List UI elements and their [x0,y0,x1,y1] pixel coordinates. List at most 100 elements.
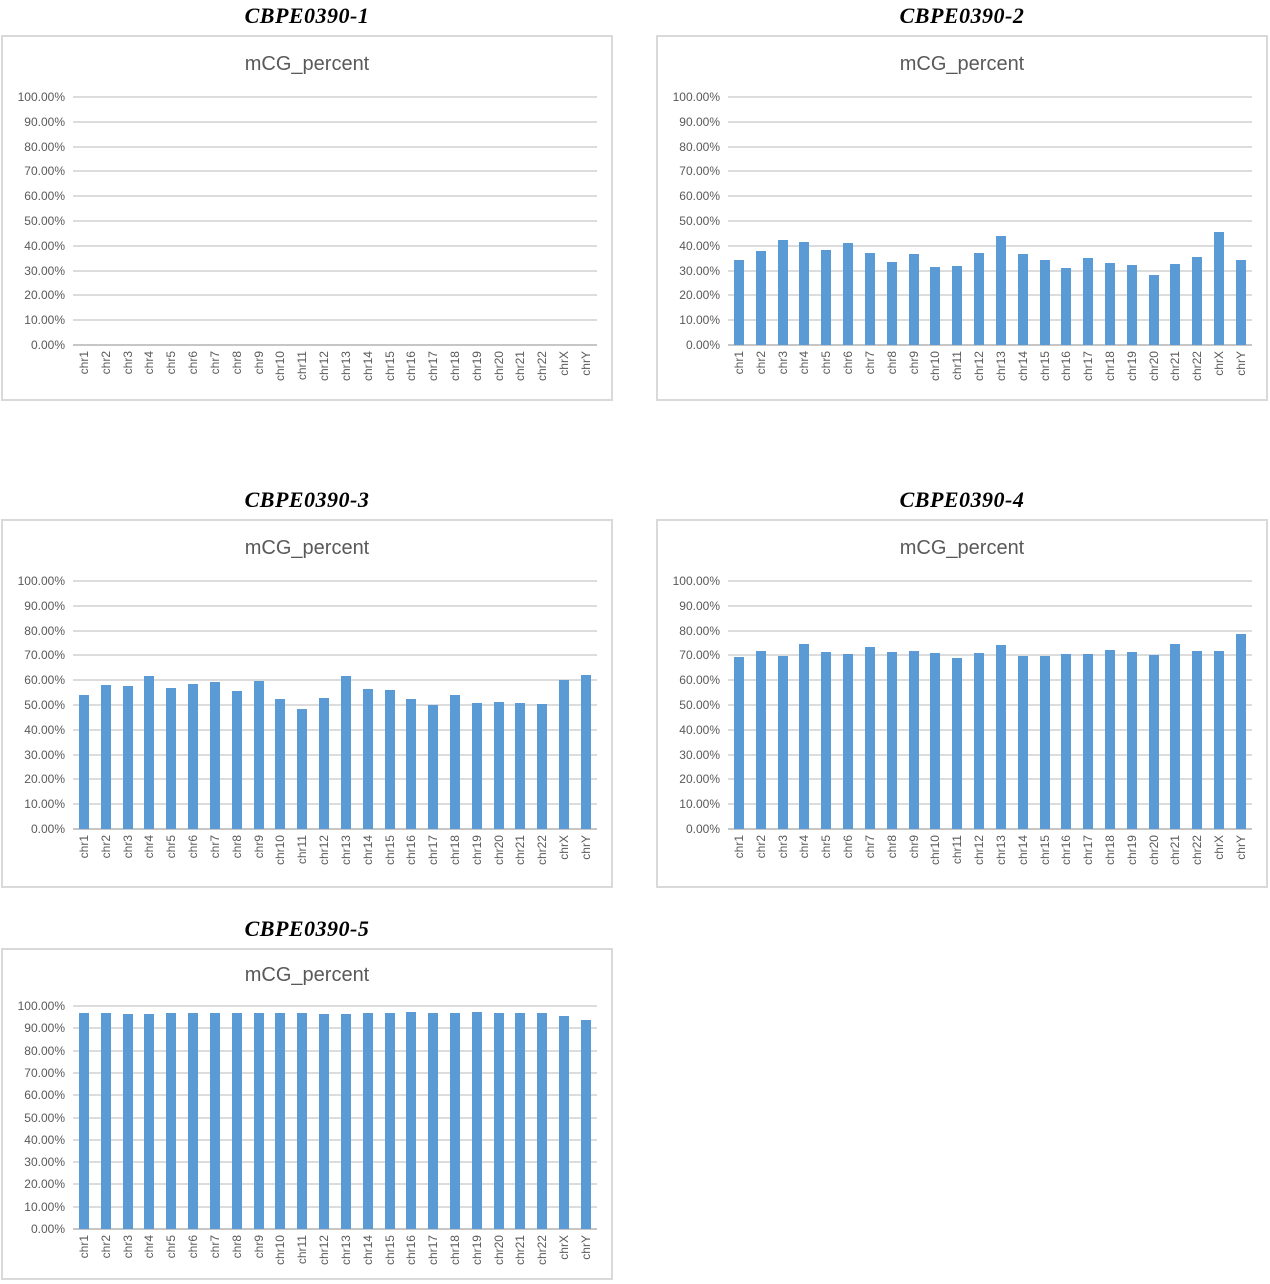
plot-title: mCG_percent [244,53,370,75]
x-tick-chr18: chr18 [1099,351,1121,391]
x-tick-chr8: chr8 [226,1235,248,1275]
bar-slot-chr14 [357,1006,379,1229]
y-tick-label: 40.00% [24,1132,65,1147]
x-tick-chr12: chr12 [313,835,335,875]
x-tick-chr16: chr16 [1055,835,1077,875]
bar-slot-chr16 [1055,581,1077,829]
bar-chr12 [319,698,330,829]
x-tick-label: chr19 [469,1235,484,1266]
bar-slot-chr2 [95,581,117,829]
x-tick-label: chrX [1212,835,1227,860]
x-tick-chr2: chr2 [750,835,772,875]
x-tick-label: chr20 [491,351,506,382]
gridline [73,244,597,247]
bar-slot-chr14 [1012,581,1034,829]
chart-area: mCG_percent 100.00% 90.00% 80.00% 70.00% 60.… [1,519,613,888]
x-tick-chr13: chr13 [990,351,1012,391]
x-axis-labels: chr1 chr2 chr3 chr4 chr5 chr6 chr7 chr8 chr9 chr1… [728,345,1252,391]
bar-slot-chr14 [1012,97,1034,345]
y-tick-label: 20.00% [24,772,65,787]
x-tick-label: chrY [1233,351,1248,376]
x-tick-chr19: chr19 [1121,351,1143,391]
gridline [73,580,597,582]
x-tick-chr21: chr21 [510,1235,532,1275]
bar-slot-chr10 [269,1006,291,1229]
x-tick-label: chr3 [775,835,790,859]
x-tick-label: chr17 [1081,351,1096,382]
x-tick-label: chr6 [841,351,856,375]
bar-chr17 [1083,653,1094,829]
bar-chr15 [384,1012,395,1229]
bar-slot-chr11 [291,97,313,345]
bar-slot-chr15 [1034,581,1056,829]
y-tick-label: 40.00% [679,238,720,253]
x-tick-chr15: chr15 [379,835,401,875]
x-tick-label: chr21 [1168,835,1183,866]
plot-grid: 100.00% 90.00% 80.00% 70.00% 60.00% 50.00% 40.… [3,574,611,836]
x-tick-label: chr10 [928,835,943,866]
bars-container [73,1006,597,1229]
x-tick-chr16: chr16 [400,835,422,875]
x-tick-label: chr18 [447,351,462,382]
x-tick-label: chr10 [273,1235,288,1266]
bar-chr18 [449,695,460,829]
x-tick-chr1: chr1 [73,835,95,875]
x-tick-chrX: chrX [553,835,575,875]
bar-chr13 [340,675,351,829]
x-tick-chr9: chr9 [248,835,270,875]
x-tick-label: chr17 [426,351,441,382]
bar-chr17 [428,1012,439,1229]
chart-panel-cbpe0390-3: CBPE0390-3 mCG_percent 100.00% 90.00% 80.0… [1,489,613,888]
x-tick-chr15: chr15 [1034,835,1056,875]
x-tick-chr6: chr6 [182,835,204,875]
x-tick-chr7: chr7 [859,835,881,875]
bar-slot-chr12 [313,97,335,345]
bar-slot-chr4 [138,1006,160,1229]
x-tick-chrY: chrY [575,351,597,391]
x-tick-chr21: chr21 [510,835,532,875]
bar-chr6 [843,243,854,345]
y-tick-label: 10.00% [24,797,65,812]
x-tick-chr11: chr11 [291,1235,313,1275]
bar-slot-chr22 [1186,97,1208,345]
x-tick-label: chr13 [338,835,353,866]
bar-slot-chr19 [1121,581,1143,829]
x-tick-label: chr11 [295,835,310,865]
x-axis-labels: chr1 chr2 chr3 chr4 chr5 chr6 chr7 chr8 chr9 chr1… [73,1229,597,1275]
y-tick-label: 10.00% [679,797,720,812]
bar-slot-chr18 [444,97,466,345]
bar-slot-chr3 [117,581,139,829]
bar-chr4 [144,675,155,829]
x-tick-chr10: chr10 [269,1235,291,1275]
x-tick-chr6: chr6 [837,351,859,391]
chart-panel-cbpe0390-4: CBPE0390-4 mCG_percent 100.00% 90.00% 80.0… [656,489,1268,888]
x-tick-label: chr3 [120,1235,135,1259]
x-tick-chr21: chr21 [510,351,532,391]
x-tick-label: chr12 [317,351,332,382]
x-tick-label: chr4 [797,351,812,375]
y-tick-label: 50.00% [679,214,720,228]
bar-chr10 [275,699,286,829]
bar-slot-chr17 [1077,581,1099,829]
bar-slot-chr5 [815,97,837,345]
gridline [73,1183,597,1186]
x-tick-label: chr14 [360,1235,375,1266]
bar-chr11 [952,658,963,829]
chart-title: CBPE0390-4 [899,487,1025,512]
y-tick-label: 90.00% [24,114,65,129]
x-tick-chr4: chr4 [138,1235,160,1275]
x-tick-label: chr3 [120,835,135,859]
bar-slot-chr10 [924,581,946,829]
bar-chr3 [122,686,133,829]
x-tick-label: chr6 [841,835,856,859]
x-tick-label: chr7 [207,835,222,859]
gridline [73,629,597,632]
x-tick-chr13: chr13 [335,835,357,875]
y-tick-label: 10.00% [24,1199,65,1214]
x-tick-chr9: chr9 [903,835,925,875]
bar-chr12 [319,1013,330,1229]
bar-slot-chr12 [313,1006,335,1229]
bar-slot-chrX [553,1006,575,1229]
bar-chr11 [297,708,308,829]
y-tick-label: 80.00% [679,623,720,638]
